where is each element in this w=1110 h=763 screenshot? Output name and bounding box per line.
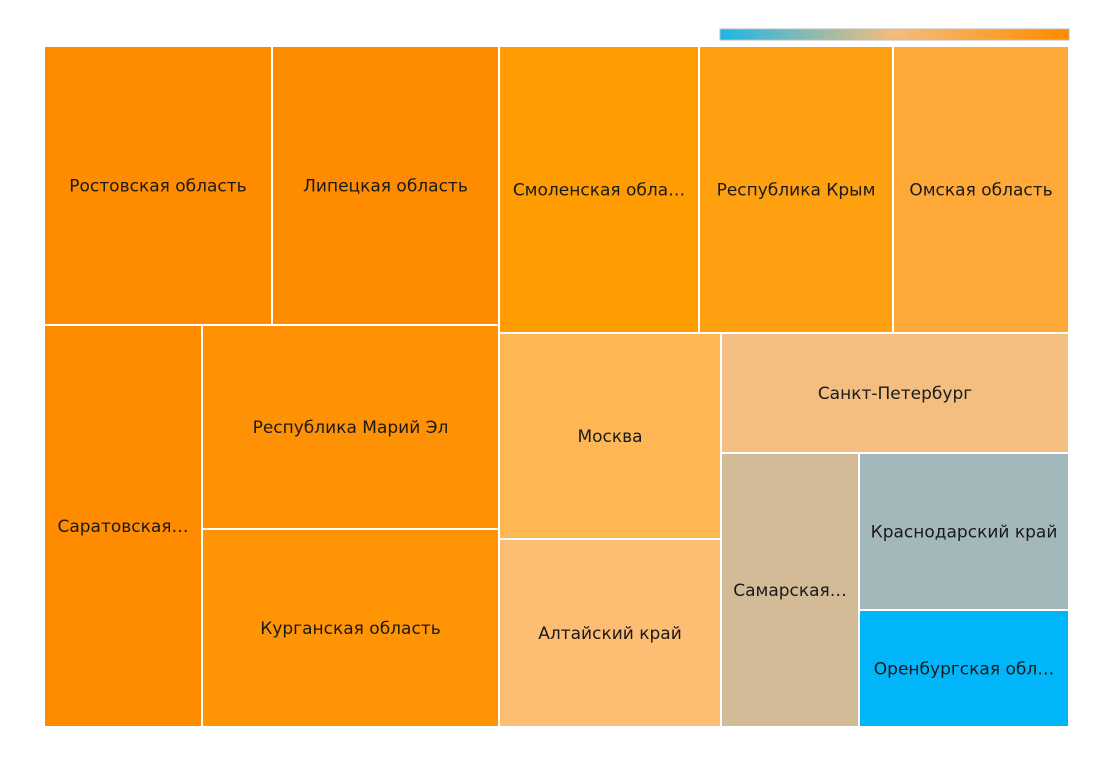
tile-label: Курганская область (260, 619, 440, 639)
tile-label: Самарская… (733, 581, 847, 601)
tile-rect[interactable] (498, 45, 700, 334)
treemap-tile[interactable]: Республика Крым (698, 45, 894, 334)
tile-label: Москва (577, 427, 642, 447)
treemap-tile[interactable]: Алтайский край (498, 538, 722, 728)
treemap-tile[interactable]: Липецкая область (271, 45, 500, 326)
treemap-tile[interactable]: Республика Марий Эл (201, 324, 500, 530)
treemap-tile[interactable]: Омская область (892, 45, 1070, 334)
tile-rect[interactable] (698, 45, 894, 334)
treemap-tile[interactable]: Смоленская обла… (498, 45, 700, 334)
tile-rect[interactable] (720, 332, 1070, 454)
treemap-tile[interactable]: Оренбургская обл… (858, 609, 1070, 728)
tile-label: Краснодарский край (871, 523, 1058, 543)
tile-rect[interactable] (858, 609, 1070, 728)
tile-rect[interactable] (892, 45, 1070, 334)
tile-rect[interactable] (43, 324, 203, 728)
tile-rect[interactable] (201, 528, 500, 728)
tile-label: Республика Крым (717, 181, 876, 201)
tile-label: Омская область (909, 181, 1052, 201)
treemap-tile[interactable]: Курганская область (201, 528, 500, 728)
treemap-tile[interactable]: Саратовская… (43, 324, 203, 728)
tile-rect[interactable] (498, 538, 722, 728)
tile-label: Санкт-Петербург (818, 384, 972, 404)
tile-label: Ростовская область (69, 177, 246, 197)
tile-label: Липецкая область (303, 177, 468, 197)
treemap-tile[interactable]: Самарская… (720, 452, 860, 728)
treemap-tile[interactable]: Москва (498, 332, 722, 540)
tile-rect[interactable] (271, 45, 500, 326)
tile-rect[interactable] (43, 45, 273, 326)
tile-label: Алтайский край (538, 624, 682, 644)
tile-label: Республика Марий Эл (253, 418, 449, 438)
tile-rect[interactable] (720, 452, 860, 728)
tile-label: Саратовская… (57, 517, 188, 537)
color-scale-legend (719, 28, 1070, 41)
treemap-tile[interactable]: Санкт-Петербург (720, 332, 1070, 454)
tile-rect[interactable] (858, 452, 1070, 611)
treemap-tile[interactable]: Ростовская область (43, 45, 273, 326)
treemap-tile[interactable]: Краснодарский край (858, 452, 1070, 611)
tile-label: Оренбургская обл… (874, 660, 1054, 680)
treemap-tiles: Ростовская область Липецкая область Смолен… (43, 45, 1070, 728)
tile-label: Смоленская обла… (513, 181, 685, 201)
